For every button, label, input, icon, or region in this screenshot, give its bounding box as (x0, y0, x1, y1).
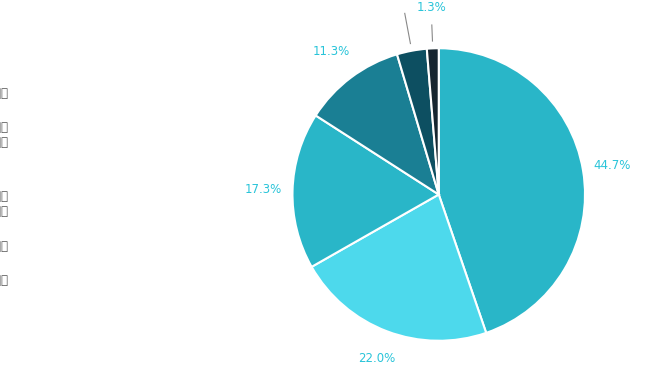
Wedge shape (439, 48, 585, 333)
Text: 17.3%: 17.3% (244, 183, 282, 196)
Text: 3.3%: 3.3% (387, 0, 417, 3)
Legend: 対面選考を中心に進め
る, 対面選考を中心に、一
部オンライン面接を導
入する, 未定・わからない, オンライン面接を中心
に、対面の選考も行っ
ていく, 内定: 対面選考を中心に進め る, 対面選考を中心に、一 部オンライン面接を導 入する,… (0, 87, 8, 302)
Wedge shape (311, 194, 486, 341)
Text: 1.3%: 1.3% (416, 1, 446, 14)
Wedge shape (292, 116, 439, 267)
Text: 44.7%: 44.7% (593, 159, 630, 172)
Wedge shape (397, 49, 439, 194)
Text: 22.0%: 22.0% (358, 352, 395, 365)
Wedge shape (316, 54, 439, 194)
Text: 11.3%: 11.3% (313, 46, 350, 58)
Wedge shape (427, 48, 439, 194)
